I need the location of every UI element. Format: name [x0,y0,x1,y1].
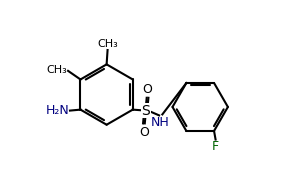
Text: O: O [139,126,149,139]
Text: NH: NH [151,116,169,129]
Text: O: O [142,83,152,96]
Text: F: F [212,141,219,154]
Text: H₂N: H₂N [45,104,69,117]
Text: CH₃: CH₃ [97,39,118,49]
Text: CH₃: CH₃ [46,66,67,75]
Text: S: S [142,104,150,118]
